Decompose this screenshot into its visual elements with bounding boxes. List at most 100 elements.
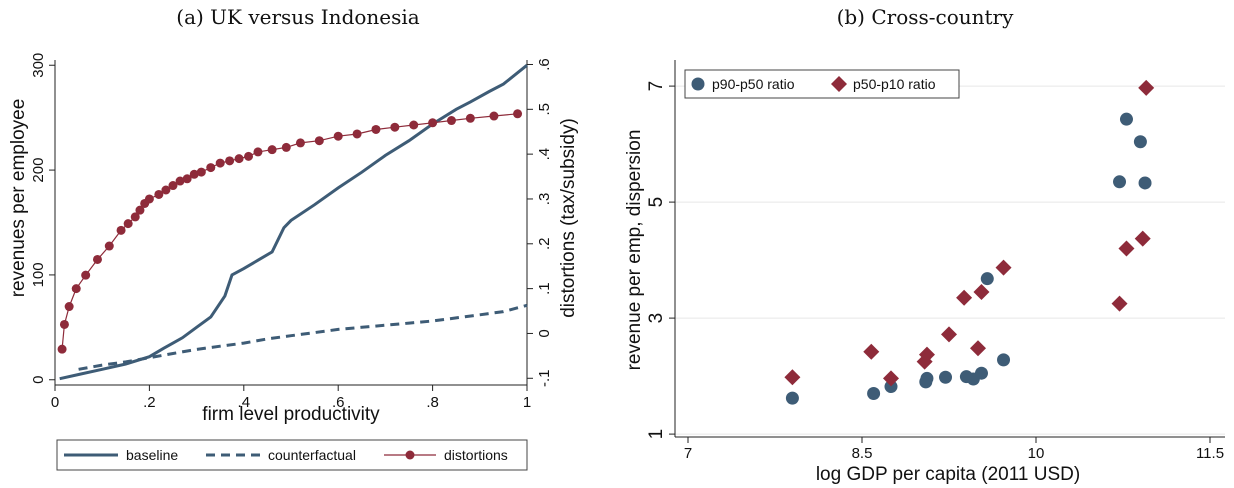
legend-label-p90-p50: p90-p50 ratio: [712, 76, 795, 92]
panel-a-y2-tick-label: 0: [536, 329, 553, 337]
data-point-p50-p10-ratio: [1111, 295, 1128, 312]
panel-a-x-tick-label: .6: [332, 394, 345, 411]
data-point-p90-p50-ratio: [785, 391, 799, 405]
data-point-distortions: [175, 176, 185, 186]
panel-b: (b) Cross-country 7 8.5 10 11.5 1 3 5 7 log GD…: [624, 5, 1225, 485]
panel-b-y-tick-label: 3: [646, 313, 667, 324]
series-line-distortions: [61, 113, 518, 350]
panel-a-y-tick-label: 100: [30, 262, 47, 287]
panel-a-x-tick-label: .8: [426, 394, 439, 411]
data-point-distortions: [314, 136, 324, 146]
data-point-distortions: [465, 113, 475, 123]
panel-a-x-tick-label: 0: [51, 394, 59, 411]
data-point-p90-p50-ratio: [1119, 112, 1133, 126]
panel-b-x-axis-label: log GDP per capita (2011 USD): [816, 464, 1080, 485]
data-point-distortions: [390, 122, 400, 132]
panel-b-x-ticks: 7 8.5 10 11.5: [684, 437, 1224, 462]
data-point-p50-p10-ratio: [784, 369, 801, 386]
panel-b-legend-box: [684, 69, 960, 99]
series-line-baseline: [59, 64, 528, 381]
panel-a-y2-tick-label: .2: [536, 238, 553, 251]
panel-a-x-ticks: 0 .2 .4 .6 .8 1: [51, 385, 531, 411]
data-point-distortions: [489, 111, 499, 121]
panel-a-x-axis-label: firm level productivity: [202, 404, 380, 425]
panel-b-y-axis-label: revenue per emp, dispersion: [624, 130, 645, 371]
data-point-p50-p10-ratio: [941, 326, 957, 343]
data-point-distortions: [189, 169, 199, 179]
data-point-p50-p10-ratio: [1134, 230, 1151, 247]
panel-b-plot-frame: [674, 60, 1225, 438]
data-point-distortions: [409, 120, 419, 130]
data-point-distortions: [59, 319, 69, 329]
panel-b-x-tick-label: 7: [684, 445, 692, 462]
panel-a-y2-tick-label: .6: [536, 58, 553, 71]
panel-a-y-tick-label: 0: [30, 376, 47, 384]
legend-marker-distortions: [405, 450, 415, 460]
legend-label-distortions: distortions: [444, 447, 508, 463]
data-point-distortions: [253, 147, 263, 157]
data-point-distortions: [116, 225, 126, 235]
data-point-distortions: [295, 138, 305, 148]
panel-a-y2-ticks: -.1 0 .1 .2 .3 .4 .5 .6: [527, 58, 553, 387]
legend-label-baseline: baseline: [126, 447, 178, 463]
panel-b-x-tick-label: 8.5: [852, 445, 873, 462]
panel-a-y-tick-label: 300: [30, 53, 47, 78]
data-point-distortions: [215, 158, 225, 168]
panel-a-y2-tick-label: .3: [536, 193, 553, 206]
legend-marker-p90-p50: [691, 77, 705, 91]
data-point-distortions: [144, 194, 154, 204]
data-point-p50-p10-ratio: [863, 343, 880, 360]
data-point-distortions: [161, 185, 171, 195]
data-point-distortions: [196, 167, 206, 177]
legend-label-p50-p10: p50-p10 ratio: [853, 76, 936, 92]
panel-b-title: (b) Cross-country: [837, 5, 1015, 29]
panel-a-title: (a) UK versus Indonesia: [176, 5, 420, 29]
data-point-distortions: [371, 124, 381, 134]
data-point-distortions: [281, 142, 291, 152]
panel-a-x-tick-label: 1: [523, 394, 531, 411]
panel-b-y-tick-label: 5: [646, 197, 667, 208]
panel-b-series: [784, 79, 1155, 405]
data-point-distortions: [234, 154, 244, 164]
data-point-distortions: [244, 151, 254, 161]
panel-a-y2-tick-label: .4: [536, 148, 553, 161]
data-point-distortions: [333, 131, 343, 141]
data-point-p50-p10-ratio: [970, 340, 986, 357]
panel-b-y-tick-label: 1: [646, 429, 667, 440]
panel-b-legend: p90-p50 ratio p50-p10 ratio: [684, 69, 960, 99]
panel-a-y2-tick-label: -.1: [536, 370, 553, 388]
data-point-distortions: [154, 189, 164, 199]
data-point-distortions: [92, 254, 102, 264]
panel-a-y-ticks: 0 100 200 300: [30, 53, 55, 384]
data-point-distortions: [64, 302, 74, 312]
data-point-distortions: [104, 241, 114, 251]
panel-b-x-tick-label: 11.5: [1196, 445, 1224, 462]
panel-a-x-tick-label: .2: [143, 394, 156, 411]
data-point-p90-p50-ratio: [980, 272, 994, 286]
data-point-p50-p10-ratio: [883, 370, 899, 387]
panel-a-y-tick-label: 200: [30, 158, 47, 183]
data-point-distortions: [135, 205, 145, 215]
data-point-distortions: [182, 174, 192, 184]
panel-b-y-tick-label: 7: [646, 81, 667, 92]
data-point-distortions: [446, 116, 456, 126]
data-point-distortions: [71, 284, 81, 294]
panel-a-y2-axis-label: distortions (tax/subsidy): [558, 118, 579, 318]
panel-a-plot-frame: [54, 60, 528, 386]
data-point-p90-p50-ratio: [920, 371, 934, 385]
data-point-distortions: [81, 270, 91, 280]
panel-b-x-tick-label: 10: [1028, 445, 1045, 462]
data-point-distortions: [206, 163, 216, 173]
panel-a-series: [57, 64, 528, 381]
data-point-distortions: [513, 109, 523, 119]
data-point-p50-p10-ratio: [1138, 79, 1155, 96]
panel-b-y-ticks: 1 3 5 7: [646, 81, 675, 440]
panel-a: (a) UK versus Indonesia 0 .2 .4 .6 .8 1 0 100 2…: [8, 5, 579, 471]
data-point-distortions: [225, 156, 235, 166]
data-point-distortions: [267, 145, 277, 155]
panel-a-legend: baseline counterfactual distortions: [56, 439, 528, 471]
legend-marker-p50-p10: [831, 76, 847, 92]
data-point-p90-p50-ratio: [974, 366, 988, 380]
data-point-p50-p10-ratio: [1118, 240, 1135, 257]
panel-a-y2-tick-label: .5: [536, 103, 553, 116]
